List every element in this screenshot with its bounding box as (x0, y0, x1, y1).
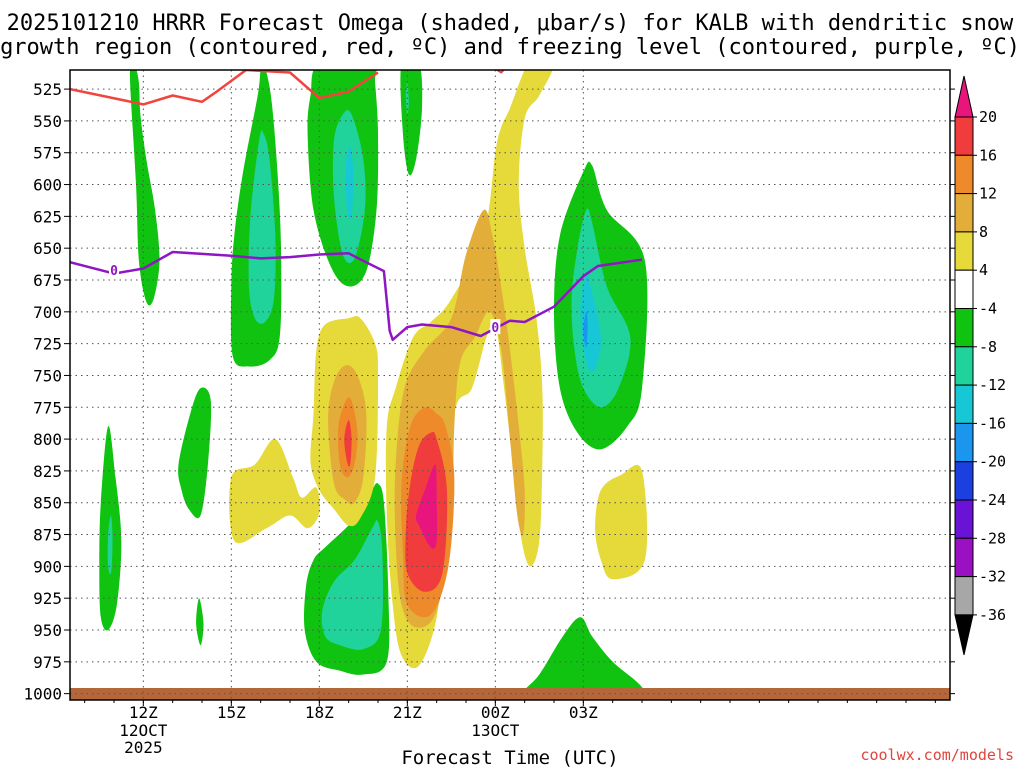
chart-title-line1: 2025101210 HRRR Forecast Omega (shaded, … (7, 11, 1014, 36)
plot-area: 00 (69, 69, 951, 701)
y-axis: 525 550 575 600 625 650 675 700 725 750 775 800 825 8… (23, 80, 955, 704)
omega-region-pos-4 (344, 420, 352, 467)
y-tick-label-750: 750 (33, 366, 62, 385)
snow-growth-contour-right (495, 70, 506, 74)
x-tick-label-18Z: 18Z (305, 703, 334, 722)
y-tick-label-775: 775 (33, 398, 62, 417)
freezing-level-label-1: 0 (491, 321, 499, 336)
credit-text: coolwx.com/models (860, 746, 1014, 764)
y-tick-label-850: 850 (33, 494, 62, 513)
colorbar-swatch-12 (954, 576, 974, 616)
colorbar-swatch-9 (954, 461, 974, 501)
omega-region-neg-10 (580, 272, 601, 372)
colorbar-label-2: 12 (979, 185, 997, 203)
omega-region-pos-10 (595, 464, 648, 580)
colorbar-label-3: 8 (979, 223, 988, 241)
freezing-label-bg-0 (109, 261, 119, 277)
y-tick-label-700: 700 (33, 303, 62, 322)
x-tick-label-12Z: 12Z (129, 703, 158, 722)
colorbar-top-arrow (954, 75, 974, 118)
y-tick-label-725: 725 (33, 335, 62, 354)
colorbar-swatch-8 (954, 422, 974, 463)
omega-region-neg-15 (196, 598, 204, 646)
y-tick-label-575: 575 (33, 144, 62, 163)
plot-frame (69, 69, 951, 701)
y-tick-label-650: 650 (33, 239, 62, 258)
colorbar-label-10: -24 (979, 491, 1006, 509)
colorbar-swatch-11 (954, 537, 974, 578)
colorbar-swatch-4 (954, 269, 974, 310)
colorbar-swatch-6 (954, 346, 974, 386)
x-tick-year-12Z: 2025 (124, 738, 163, 757)
colorbar-swatch-5 (954, 308, 974, 348)
y-tick-label-975: 975 (33, 653, 62, 672)
omega-region-neg-2 (248, 130, 276, 324)
omega-region-neg-11 (583, 311, 588, 348)
colorbar: 20 16 12 8 4 -4 -8 -12 -16 -20 -24 -28 -32 -36 (954, 75, 1006, 656)
y-tick-label-550: 550 (33, 112, 62, 131)
y-tick-label-525: 525 (33, 80, 62, 99)
x-tick-label-00Z: 00Z (481, 703, 510, 722)
colorbar-label-7: -12 (979, 376, 1006, 394)
colorbar-swatch-3 (954, 231, 974, 271)
omega-region-pos-0 (229, 438, 320, 544)
y-tick-label-925: 925 (33, 589, 62, 608)
colorbar-label-4: 4 (979, 261, 988, 279)
colorbar-label-1: 16 (979, 146, 997, 164)
x-tick-label-03Z: 03Z (569, 703, 598, 722)
colorbar-label-6: -8 (979, 338, 997, 356)
colorbar-swatch-1 (954, 154, 974, 195)
x-tick-label-21Z: 21Z (393, 703, 422, 722)
colorbar-swatch-2 (954, 193, 974, 233)
colorbar-label-5: -4 (979, 300, 997, 318)
contour-lines: 00 (70, 70, 643, 342)
freezing-label-bg-1 (490, 319, 501, 335)
omega-region-neg-17 (321, 520, 384, 650)
x-tick-date-12Z: 12OCT (119, 721, 168, 740)
y-tick-label-825: 825 (33, 462, 62, 481)
omega-region-pos-9 (415, 464, 438, 549)
omega-region-neg-5 (345, 146, 354, 220)
x-tick-label-15Z: 15Z (217, 703, 246, 722)
freezing-level-label-0: 0 (110, 264, 118, 279)
omega-region-neg-0 (129, 70, 160, 306)
y-tick-label-800: 800 (33, 430, 62, 449)
snow-growth-contour (70, 70, 379, 106)
colorbar-label-11: -28 (979, 529, 1006, 547)
omega-region-neg-14 (178, 387, 212, 519)
omega-region-neg-18 (515, 617, 654, 700)
omega-shading (99, 70, 654, 700)
colorbar-label-9: -20 (979, 453, 1006, 471)
x-axis-title: Forecast Time (UTC) (401, 747, 618, 768)
y-tick-label-625: 625 (33, 207, 62, 226)
colorbar-label-8: -16 (979, 414, 1006, 432)
y-tick-label-1000: 1000 (23, 685, 62, 704)
x-tick-date-00Z: 13OCT (471, 721, 520, 740)
chart-title-line2: growth region (contoured, red, ºC) and f… (0, 35, 1020, 60)
colorbar-label-12: -32 (979, 568, 1006, 586)
y-tick-label-875: 875 (33, 526, 62, 545)
colorbar-label-13: -36 (979, 606, 1006, 624)
colorbar-label-0: 20 (979, 108, 997, 126)
colorbar-swatch-10 (954, 499, 974, 539)
freezing-level-contour (70, 250, 643, 342)
colorbar-swatch-0 (954, 116, 974, 156)
grid-lines (70, 70, 950, 700)
y-tick-label-600: 600 (33, 176, 62, 195)
y-tick-label-950: 950 (33, 621, 62, 640)
colorbar-swatch-7 (954, 384, 974, 424)
colorbar-bottom-arrow (954, 614, 974, 656)
omega-region-neg-6 (400, 70, 423, 176)
y-tick-label-675: 675 (33, 271, 62, 290)
y-tick-label-900: 900 (33, 557, 62, 576)
omega-region-neg-13 (107, 515, 113, 575)
